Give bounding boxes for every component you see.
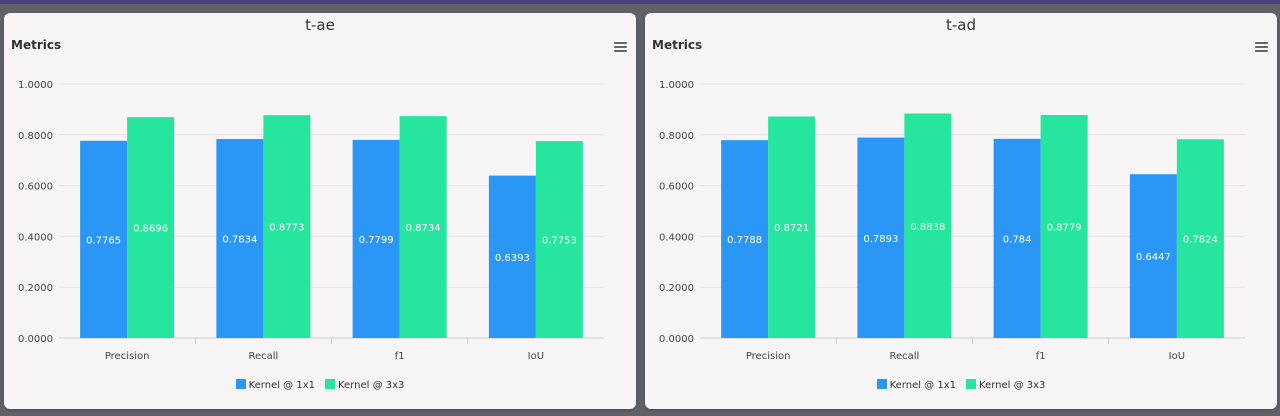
data-label: 0.8696	[133, 224, 168, 235]
y-tick-label: 0.0000	[18, 334, 53, 345]
x-tick-label: Precision	[105, 351, 150, 362]
hamburger-menu-icon[interactable]	[614, 42, 627, 52]
legend-item[interactable]: Kernel @ 1x1	[876, 379, 956, 391]
bar[interactable]	[904, 113, 952, 338]
bar[interactable]	[1176, 139, 1224, 338]
y-tick-label: 0.8000	[659, 131, 694, 142]
legend-item[interactable]: Kernel @ 3x3	[325, 379, 404, 391]
y-tick-label: 0.6000	[18, 182, 53, 193]
data-label: 0.7753	[542, 236, 577, 247]
bar-chart: 0.0000 0.2000 0.4000 0.6000 0.8000 1.0000 Prec…	[18, 80, 604, 362]
legend-item[interactable]: Kernel @ 3x3	[966, 379, 1045, 391]
data-label: 0.7788	[727, 235, 762, 246]
chart-title: t-ae	[305, 16, 335, 34]
hamburger-menu-icon[interactable]	[1255, 42, 1268, 52]
data-label: 0.8773	[269, 223, 304, 234]
x-tick-label: IoU	[528, 351, 544, 362]
y-tick-label: 0.6000	[659, 182, 694, 193]
x-tick-label: Recall	[248, 351, 278, 362]
y-tick-label: 1.0000	[18, 80, 53, 91]
legend-label: Kernel @ 3x3	[979, 380, 1046, 391]
y-tick-label: 0.4000	[18, 232, 53, 243]
bar[interactable]	[127, 117, 175, 338]
chart-panel-t-ad: t-ad Metrics 0.0000 0.2000 0.4000 0.6000 0.8…	[645, 13, 1277, 409]
legend-label: Kernel @ 1x1	[248, 380, 315, 391]
top-bar	[0, 0, 1280, 4]
bar[interactable]	[768, 116, 816, 338]
bar[interactable]	[399, 116, 447, 338]
data-label: 0.6393	[495, 253, 530, 264]
legend-swatch	[966, 379, 976, 389]
data-label: 0.7893	[863, 234, 898, 245]
data-label: 0.8779	[1047, 223, 1082, 234]
legend-item[interactable]: Kernel @ 1x1	[235, 379, 315, 391]
y-tick-label: 1.0000	[659, 80, 694, 91]
data-label: 0.7799	[359, 235, 394, 246]
x-tick-label: Recall	[889, 351, 919, 362]
bar[interactable]	[1129, 174, 1177, 338]
legend: Kernel @ 1x1 Kernel @ 3x3	[4, 379, 636, 391]
x-tick-label: f1	[1036, 351, 1046, 362]
bar[interactable]	[535, 141, 583, 338]
bar[interactable]	[216, 139, 264, 338]
data-label: 0.8734	[406, 223, 441, 234]
data-label: 0.7765	[86, 235, 121, 246]
data-label: 0.8721	[774, 223, 809, 234]
bar-chart: 0.0000 0.2000 0.4000 0.6000 0.8000 1.0000 Prec…	[659, 80, 1245, 362]
bar[interactable]	[263, 115, 311, 338]
legend-swatch	[325, 379, 335, 389]
y-tick-label: 0.2000	[659, 283, 694, 294]
y-tick-label: 0.0000	[659, 334, 694, 345]
chart-heading: Metrics	[652, 38, 703, 52]
chart-heading: Metrics	[11, 38, 62, 52]
y-tick-label: 0.2000	[18, 283, 53, 294]
bar[interactable]	[993, 138, 1041, 338]
legend: Kernel @ 1x1 Kernel @ 3x3	[645, 379, 1277, 391]
chart-panel-t-ae: t-ae Metrics 0.0000 0.2000 0.4000 0.6000 0.8…	[4, 13, 636, 409]
x-tick-label: f1	[395, 351, 405, 362]
data-label: 0.7824	[1183, 235, 1218, 246]
legend-label: Kernel @ 1x1	[889, 380, 956, 391]
bar[interactable]	[857, 137, 905, 338]
y-tick-label: 0.8000	[18, 131, 53, 142]
bar[interactable]	[352, 139, 400, 338]
x-tick-label: IoU	[1169, 351, 1185, 362]
legend-label: Kernel @ 3x3	[338, 380, 405, 391]
data-label: 0.7834	[222, 235, 257, 246]
chart-title: t-ad	[945, 16, 976, 34]
data-label: 0.784	[1003, 234, 1032, 245]
bar[interactable]	[488, 175, 536, 338]
legend-swatch	[235, 379, 246, 389]
bar[interactable]	[1040, 115, 1088, 338]
y-tick-label: 0.4000	[659, 232, 694, 243]
data-label: 0.8838	[910, 222, 945, 233]
bar[interactable]	[80, 140, 128, 338]
legend-swatch	[876, 379, 887, 389]
bar[interactable]	[721, 140, 769, 338]
x-tick-label: Precision	[746, 351, 791, 362]
data-label: 0.6447	[1136, 252, 1171, 263]
